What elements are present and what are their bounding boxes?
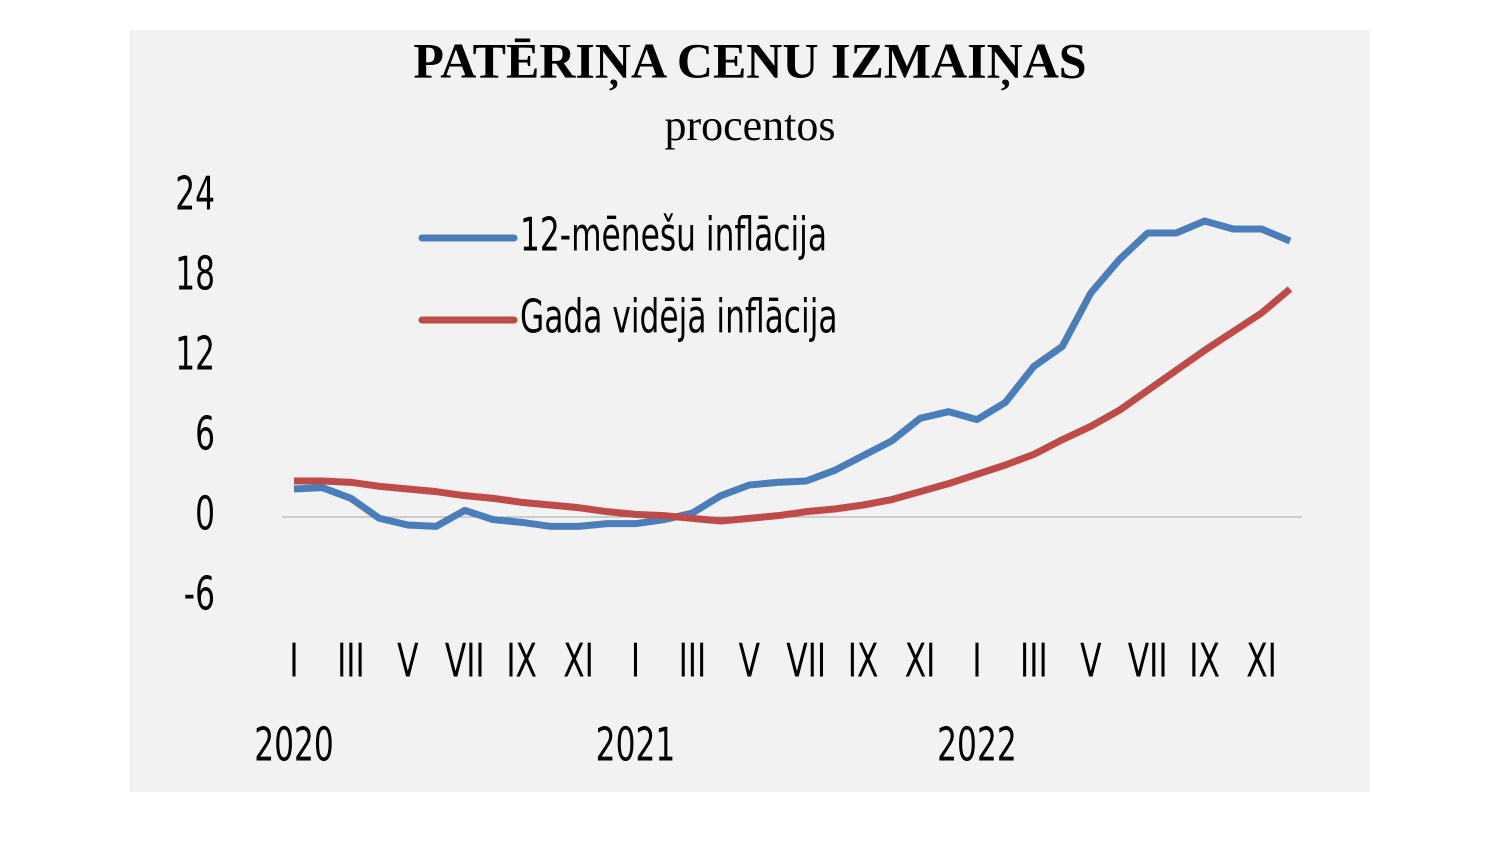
legend-label-group: Gada vidējā inflācija bbox=[520, 290, 838, 344]
y-tick-label-group: 6 bbox=[195, 407, 215, 461]
y-tick-label: 6 bbox=[195, 407, 215, 461]
chart-background bbox=[130, 30, 1370, 792]
x-tick-label: III bbox=[1020, 634, 1048, 688]
legend-label: Gada vidējā inflācija bbox=[520, 290, 838, 344]
x-tick-label-group: VII bbox=[1128, 634, 1168, 688]
x-tick-label: XI bbox=[905, 634, 936, 688]
year-label-group: 2021 bbox=[596, 718, 676, 772]
x-tick-label: XI bbox=[563, 634, 594, 688]
x-tick-label-group: I bbox=[289, 634, 298, 688]
x-tick-label-group: IX bbox=[506, 634, 537, 688]
x-tick-label-group: V bbox=[1080, 634, 1101, 688]
x-tick-label: I bbox=[289, 634, 298, 688]
x-tick-label: VII bbox=[1128, 634, 1168, 688]
y-tick-label-group: -6 bbox=[184, 567, 215, 621]
x-tick-label: V bbox=[397, 634, 418, 688]
x-tick-label: IX bbox=[848, 634, 879, 688]
chart-title: PATĒRIŅA CENU IZMAIŅAS bbox=[413, 32, 1086, 91]
x-tick-label-group: VII bbox=[786, 634, 826, 688]
series-line bbox=[294, 286, 1293, 525]
y-tick-label: 24 bbox=[175, 167, 215, 221]
series-line bbox=[293, 217, 1292, 530]
x-tick-label: I bbox=[972, 634, 981, 688]
y-tick-label-group: 12 bbox=[175, 327, 215, 381]
x-tick-label-group: III bbox=[337, 634, 365, 688]
y-tick-label: 12 bbox=[175, 327, 215, 381]
year-label-group: 2022 bbox=[937, 718, 1017, 772]
x-tick-label-group: IX bbox=[1189, 634, 1220, 688]
x-tick-label: III bbox=[337, 634, 365, 688]
x-tick-label: V bbox=[739, 634, 760, 688]
x-tick-label-group: III bbox=[679, 634, 707, 688]
y-tick-label-group: 24 bbox=[175, 167, 215, 221]
x-tick-label: IX bbox=[506, 634, 537, 688]
y-tick-label: -6 bbox=[184, 567, 215, 621]
x-tick-label-group: I bbox=[972, 634, 981, 688]
x-tick-label-group: IX bbox=[848, 634, 879, 688]
year-label: 2020 bbox=[254, 718, 334, 772]
year-label: 2021 bbox=[596, 718, 676, 772]
chart-subtitle: procentos bbox=[664, 101, 835, 150]
y-tick-label-group: 0 bbox=[195, 487, 215, 541]
x-tick-label-group: XI bbox=[1246, 634, 1277, 688]
x-tick-label: V bbox=[1080, 634, 1101, 688]
x-tick-label: XI bbox=[1246, 634, 1277, 688]
x-tick-label-group: V bbox=[397, 634, 418, 688]
x-tick-label-group: V bbox=[739, 634, 760, 688]
x-tick-label-group: VII bbox=[445, 634, 485, 688]
y-tick-label-group: 18 bbox=[175, 247, 215, 301]
y-tick-label: 18 bbox=[175, 247, 215, 301]
year-label-group: 2020 bbox=[254, 718, 334, 772]
x-tick-label: VII bbox=[445, 634, 485, 688]
x-tick-label-group: XI bbox=[905, 634, 936, 688]
legend-label-group: 12-mēnešu inflācija bbox=[520, 208, 827, 262]
x-tick-label-group: III bbox=[1020, 634, 1048, 688]
y-tick-label: 0 bbox=[195, 487, 215, 541]
x-tick-label-group: I bbox=[631, 634, 640, 688]
x-tick-label-group: XI bbox=[563, 634, 594, 688]
x-tick-label: IX bbox=[1189, 634, 1220, 688]
x-tick-label: III bbox=[679, 634, 707, 688]
x-tick-label: VII bbox=[786, 634, 826, 688]
year-label: 2022 bbox=[937, 718, 1017, 772]
x-tick-label: I bbox=[631, 634, 640, 688]
legend-label: 12-mēnešu inflācija bbox=[520, 208, 827, 262]
